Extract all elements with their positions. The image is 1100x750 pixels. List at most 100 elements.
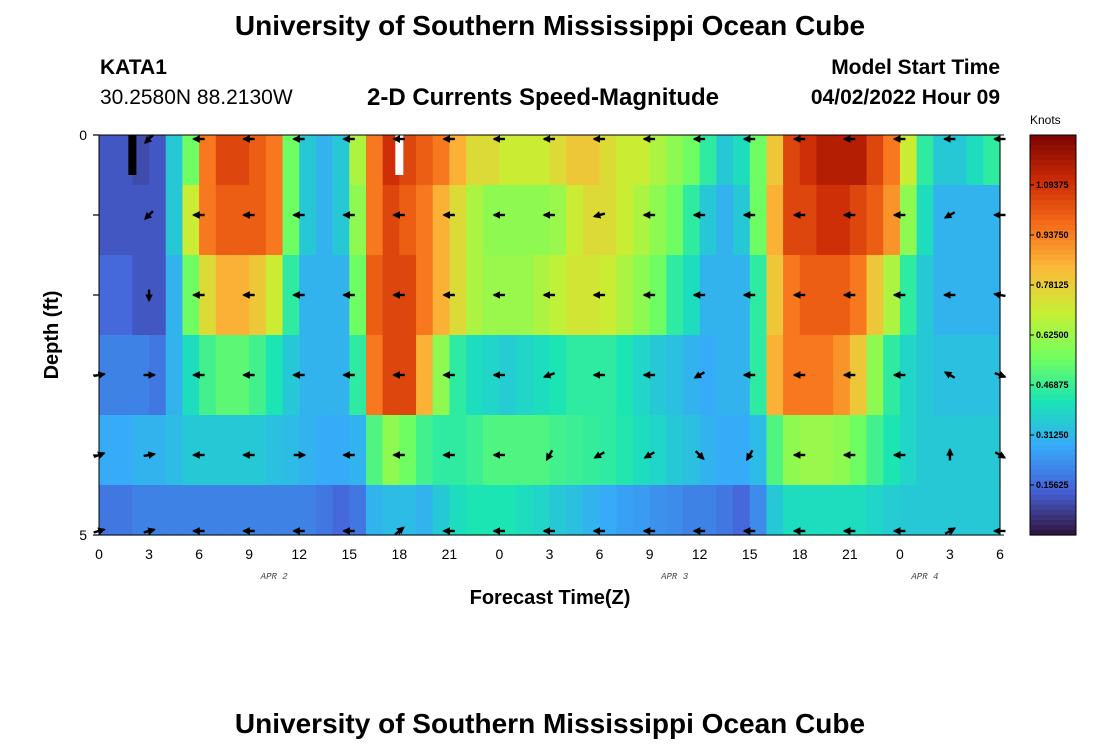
colorbar-segment: [1030, 420, 1076, 426]
heatmap-cell: [733, 135, 751, 186]
colorbar-segment: [1030, 445, 1076, 451]
heatmap-cell: [733, 485, 751, 536]
heatmap-cell: [249, 255, 267, 336]
current-vector-arrow: [745, 449, 754, 462]
heatmap-cell: [215, 335, 234, 416]
heatmap-cell: [582, 135, 601, 186]
heatmap-cell: [299, 335, 317, 416]
x-date-label: APR 3: [660, 572, 689, 582]
y-axis-title: Depth (ft): [41, 291, 63, 380]
heatmap-cell: [282, 335, 300, 416]
heatmap-cell: [649, 485, 667, 536]
heatmap-cell: [149, 135, 167, 186]
heatmap-cell: [516, 485, 534, 536]
heatmap-cell: [482, 185, 501, 256]
colorbar-segment: [1030, 345, 1076, 351]
colorbar-segment: [1030, 205, 1076, 211]
heatmap-cell: [666, 485, 684, 536]
heatmap-cell: [132, 185, 150, 256]
x-tick-label: 6: [996, 546, 1004, 562]
heatmap-cell: [199, 135, 217, 186]
heatmap-cell: [949, 415, 968, 486]
heatmap-cell: [849, 185, 868, 256]
heatmap-cell: [699, 255, 717, 336]
heatmap-cell: [232, 415, 250, 486]
heatmap-cell: [749, 135, 768, 186]
colorbar-segment: [1030, 515, 1076, 521]
heatmap-cell: [165, 255, 184, 336]
x-tick-label: 0: [95, 546, 103, 562]
colorbar-segment: [1030, 215, 1076, 221]
heatmap-cell: [716, 185, 734, 256]
heatmap-cell: [716, 335, 734, 416]
heatmap-cell: [332, 255, 350, 336]
heatmap-cell: [766, 135, 784, 186]
heatmap-cell: [199, 415, 217, 486]
heatmap-cell: [382, 255, 400, 336]
heatmap-cell: [315, 415, 334, 486]
heatmap-cell: [666, 135, 684, 186]
heatmap-cell: [282, 415, 300, 486]
heatmap-cell: [833, 415, 851, 486]
station-id: KATA1: [100, 56, 167, 79]
footer-title: University of Southern Mississippi Ocean…: [234, 708, 866, 739]
heatmap-cell: [466, 335, 484, 416]
heatmap-cell: [799, 335, 818, 416]
heatmap-cell: [499, 185, 517, 256]
heatmap-cell: [282, 135, 300, 186]
heatmap-cell: [582, 185, 601, 256]
heatmap-cell: [983, 135, 1001, 186]
x-date-label: APR 2: [260, 572, 289, 582]
heatmap-cell: [816, 255, 834, 336]
heatmap-cell: [966, 415, 984, 486]
heatmap-cell: [849, 135, 868, 186]
heatmap-cell: [783, 255, 801, 336]
colorbar-segment: [1030, 135, 1076, 141]
heatmap-cell: [199, 485, 217, 536]
heatmap-cell: [265, 415, 284, 486]
heatmap-cell: [883, 415, 901, 486]
heatmap-cell: [733, 255, 751, 336]
x-tick-label: 21: [442, 546, 458, 562]
colorbar-segment: [1030, 185, 1076, 191]
heatmap-cell: [899, 485, 918, 536]
heatmap-cell: [983, 485, 1001, 536]
heatmap-cell: [382, 185, 400, 256]
heatmap-cell: [799, 135, 818, 186]
heatmap-cell: [499, 335, 517, 416]
page-title: University of Southern Mississippi Ocean…: [234, 10, 866, 41]
heatmap-cell: [549, 415, 567, 486]
heatmap-cell: [449, 415, 467, 486]
y-tick-label: 0: [79, 127, 87, 143]
heatmap-cell: [315, 335, 334, 416]
heatmap-cell: [749, 255, 768, 336]
current-vector-arrow: [693, 371, 706, 379]
heatmap-cell: [416, 415, 434, 486]
heatmap-cell: [282, 255, 300, 336]
heatmap-cell: [449, 135, 467, 186]
heatmap-cell: [532, 185, 551, 256]
colorbar-segment: [1030, 355, 1076, 361]
colorbar-segment: [1030, 260, 1076, 266]
x-tick-label: 3: [946, 546, 954, 562]
colorbar-segment: [1030, 305, 1076, 311]
heatmap-cell: [966, 135, 984, 186]
current-vector-arrow: [593, 451, 605, 459]
heatmap-cell: [883, 255, 901, 336]
heatmap-cell: [766, 415, 784, 486]
heatmap-cell: [666, 255, 684, 336]
heatmap-cell: [966, 185, 984, 256]
heatmap-cell: [199, 255, 217, 336]
heatmap-cell: [566, 415, 584, 486]
heatmap-cell: [449, 335, 467, 416]
colorbar-segment: [1030, 365, 1076, 371]
heatmap-cell: [215, 185, 234, 256]
heatmap-cell: [783, 485, 801, 536]
missing-data-markers: [128, 135, 404, 175]
heatmap-cell: [682, 335, 701, 416]
heatmap-cell: [983, 335, 1001, 416]
heatmap-cell: [716, 255, 734, 336]
colorbar-segment: [1030, 220, 1076, 226]
heatmap-cell: [99, 135, 117, 186]
colorbar-tick-label: 0.93750: [1036, 230, 1069, 240]
